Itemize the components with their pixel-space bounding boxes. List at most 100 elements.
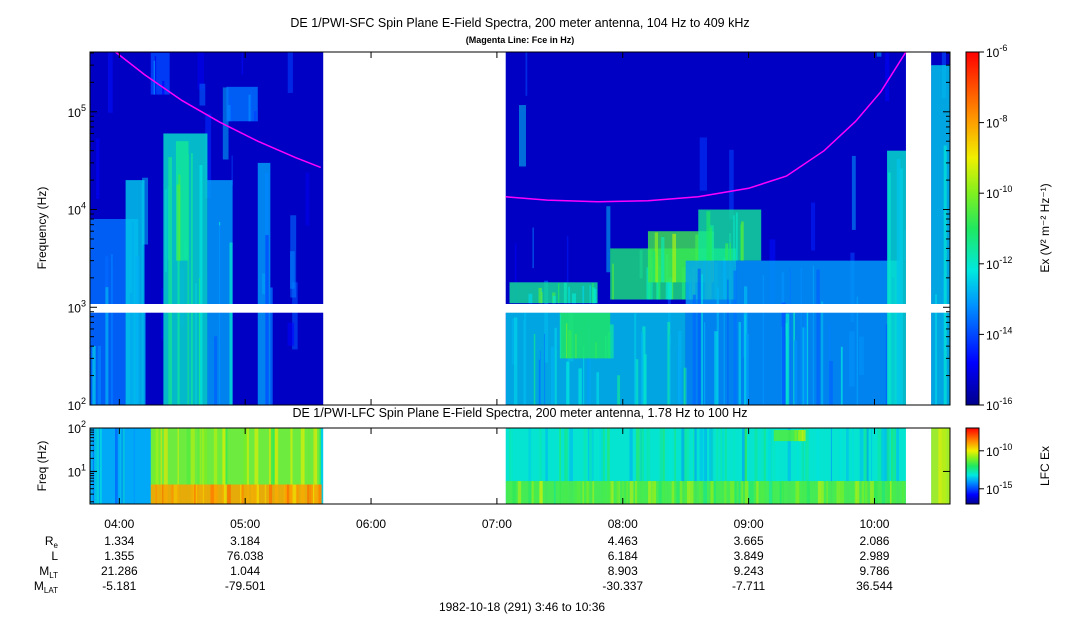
lfc-feature-streak	[114, 428, 118, 504]
lfc-feature-streak	[836, 481, 841, 504]
sfc-feature-streak	[528, 293, 533, 304]
lfc-feature-streak	[152, 428, 156, 504]
lfc-feature-streak	[223, 484, 227, 504]
sfc-feature-streak	[697, 268, 701, 405]
lfc-feature-streak	[788, 429, 792, 442]
lfc-feature-streak	[202, 484, 204, 504]
lfc-feature-streak	[864, 481, 868, 504]
orbit-row-label-3: MLAT	[33, 579, 58, 595]
sfc-feature-streak	[218, 225, 221, 405]
xtick-label-4: 08:00	[607, 517, 638, 531]
lfc-feature-streak	[648, 481, 652, 504]
sfc-texture-cell	[222, 87, 229, 160]
lfc-feature-streak	[732, 428, 736, 504]
orbit-value-1-1: 76.038	[226, 549, 264, 563]
sfc-feature-streak	[191, 153, 193, 405]
lfc-feature-streak	[839, 428, 842, 504]
sfc-missing-band	[90, 303, 950, 313]
lfc-feature-streak	[676, 481, 680, 504]
sfc-feature-streak	[812, 265, 815, 405]
lfc-feature-streak	[583, 428, 587, 504]
lfc-feature-streak	[744, 481, 749, 504]
sfc-ytick-label-1: 103	[68, 298, 86, 315]
sfc-feature-streak	[589, 285, 591, 304]
lfc-colorbar-tick-label-1: 10-15	[986, 480, 1012, 497]
lfc-feature-streak	[295, 484, 299, 504]
lfc-feature-streak	[319, 484, 323, 504]
orbit-row-label-2: MLT	[39, 564, 58, 580]
lfc-feature-streak	[756, 481, 759, 504]
sfc-axis-ticks: 102 103 104 105	[68, 52, 950, 413]
sfc-texture-cell	[532, 227, 534, 269]
lfc-feature-streak	[734, 481, 737, 504]
lfc-feature-streak	[599, 428, 604, 504]
sfc-colorbar-tick-label-1: 10-8	[986, 114, 1007, 131]
lfc-feature-streak	[704, 428, 708, 504]
orbit-value-0-1: 1.355	[104, 549, 135, 563]
sfc-feature-streak	[762, 274, 764, 405]
sfc-feature-streak	[248, 94, 251, 122]
lfc-title: DE 1/PWI-LFC Spin Plane E-Field Spectra,…	[292, 406, 748, 420]
lfc-feature-streak	[797, 428, 799, 504]
sfc-texture-cell	[199, 83, 206, 106]
lfc-feature-streak	[651, 481, 656, 504]
sfc-feature-streak	[806, 307, 809, 405]
lfc-feature-streak	[193, 484, 196, 504]
sfc-feature-streak	[513, 317, 518, 405]
lfc-feature-streak	[889, 481, 892, 504]
sfc-feature-streak	[727, 279, 729, 405]
lfc-colorbar	[965, 427, 980, 505]
lfc-feature-streak	[703, 481, 707, 504]
lfc-feature-streak	[681, 428, 685, 504]
lfc-feature-streak	[196, 484, 199, 504]
time-range-caption: 1982-10-18 (291) 3:46 to 10:36	[438, 600, 606, 614]
lfc-feature-streak	[528, 481, 532, 504]
lfc-feature-streak	[699, 481, 702, 504]
lfc-feature-streak	[646, 428, 651, 504]
lfc-feature-streak	[155, 428, 159, 504]
lfc-feature-streak	[840, 481, 844, 504]
lfc-feature-streak	[686, 481, 691, 504]
lfc-feature-streak	[634, 481, 638, 504]
lfc-feature-streak	[211, 484, 214, 504]
sfc-feature-streak	[544, 333, 546, 405]
lfc-feature-streak	[531, 481, 534, 504]
lfc-feature-streak	[855, 481, 860, 504]
orbit-value-3-3: -7.711	[732, 579, 766, 593]
sfc-feature-streak	[593, 288, 597, 304]
lfc-feature-streak	[763, 428, 766, 504]
lfc-feature-streak	[309, 484, 313, 504]
sfc-texture-cell	[667, 260, 671, 346]
sfc-feature-streak	[899, 168, 903, 405]
sfc-feature-streak	[253, 110, 257, 122]
lfc-feature-streak	[795, 481, 800, 504]
orbit-row-label-1: L	[51, 549, 58, 563]
lfc-feature-streak	[682, 428, 687, 504]
lfc-feature-streak	[798, 428, 803, 504]
lfc-feature-streak	[592, 481, 595, 504]
lfc-feature-streak	[748, 481, 750, 504]
lfc-feature-streak	[640, 428, 644, 504]
fce-magenta-line	[115, 52, 907, 203]
lfc-feature-streak	[315, 428, 318, 504]
sfc-feature-streak	[587, 317, 589, 405]
lfc-feature-streak	[720, 428, 723, 504]
sfc-feature-streak	[672, 233, 677, 283]
lfc-feature-streak	[133, 428, 136, 504]
sfc-ytick-label-2: 104	[68, 201, 86, 218]
lfc-feature-streak	[693, 428, 695, 504]
lfc-feature-streak	[589, 428, 593, 504]
lfc-feature-streak	[254, 428, 259, 504]
sfc-feature-streak	[804, 311, 808, 405]
lfc-feature-streak	[870, 481, 875, 504]
lfc-feature-streak	[852, 428, 854, 504]
lfc-feature-streak	[517, 481, 522, 504]
sfc-colorbar	[965, 51, 980, 406]
sfc-feature-streak	[97, 345, 102, 405]
lfc-feature-streak	[564, 428, 568, 504]
lfc-feature-streak	[609, 481, 612, 504]
lfc-feature-streak	[629, 481, 634, 504]
xtick-label-0: 04:00	[104, 517, 135, 531]
lfc-feature-streak	[610, 481, 614, 504]
